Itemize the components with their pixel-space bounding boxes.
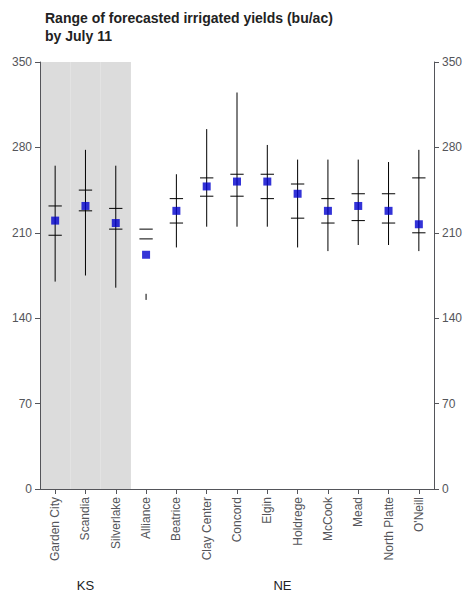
svg-text:by July 11: by July 11 — [45, 28, 112, 44]
svg-text:70: 70 — [442, 397, 456, 411]
svg-text:210: 210 — [12, 226, 32, 240]
svg-text:Holdrege: Holdrege — [291, 497, 305, 546]
svg-text:Range of forecasted irrigated: Range of forecasted irrigated yields (bu… — [45, 10, 333, 26]
svg-text:Scandia: Scandia — [78, 497, 92, 541]
svg-text:350: 350 — [12, 55, 32, 69]
svg-text:North Platte: North Platte — [382, 497, 396, 561]
svg-text:Silverlake: Silverlake — [109, 497, 123, 549]
svg-text:280: 280 — [442, 140, 462, 154]
svg-text:0: 0 — [442, 482, 449, 496]
svg-text:Elgin: Elgin — [260, 497, 274, 524]
svg-text:KS: KS — [77, 578, 95, 593]
svg-text:0: 0 — [25, 482, 32, 496]
svg-text:280: 280 — [12, 140, 32, 154]
svg-text:NE: NE — [273, 578, 291, 593]
svg-text:350: 350 — [442, 55, 462, 69]
svg-text:140: 140 — [12, 311, 32, 325]
svg-text:Garden City: Garden City — [48, 497, 62, 561]
svg-text:Concord: Concord — [230, 497, 244, 542]
svg-text:O'Neill: O'Neill — [412, 497, 426, 532]
svg-text:140: 140 — [442, 311, 462, 325]
svg-text:Mead: Mead — [351, 497, 365, 527]
svg-text:Beatrice: Beatrice — [169, 497, 183, 541]
svg-text:70: 70 — [19, 397, 33, 411]
svg-text:210: 210 — [442, 226, 462, 240]
svg-text:Clay Center: Clay Center — [200, 497, 214, 560]
svg-text:McCook: McCook — [321, 496, 335, 541]
svg-text:Alliance: Alliance — [139, 497, 153, 539]
